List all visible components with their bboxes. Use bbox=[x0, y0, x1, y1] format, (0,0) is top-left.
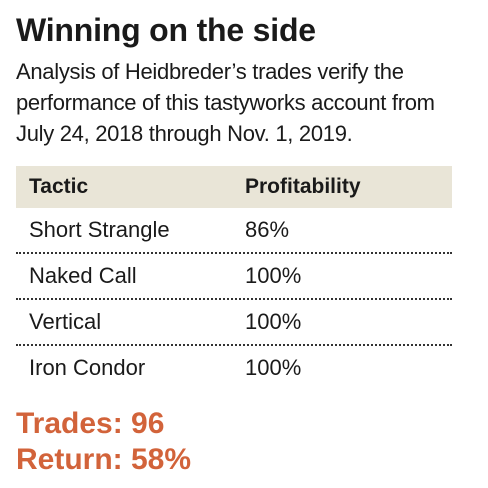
return-stat: Return: 58% bbox=[16, 443, 192, 476]
tactic-cell: Naked Call bbox=[29, 263, 137, 288]
header-profitability: Profitability bbox=[245, 175, 361, 198]
table-row: Short Strangle 86% bbox=[16, 208, 452, 254]
tactic-cell: Vertical bbox=[29, 309, 102, 334]
table-row: Iron Condor 100% bbox=[16, 346, 452, 390]
profitability-cell: 100% bbox=[245, 355, 302, 380]
trades-stat: Trades: 96 bbox=[16, 407, 165, 440]
tactic-cell: Short Strangle bbox=[29, 217, 170, 242]
profitability-cell: 100% bbox=[245, 309, 302, 334]
summary-stats: Trades: 96 Return: 58% bbox=[16, 406, 472, 478]
header-tactic: Tactic bbox=[29, 175, 89, 198]
table-header: Tactic Profitability bbox=[16, 166, 452, 208]
tactics-table: Tactic Profitability Short Strangle 86% … bbox=[16, 166, 452, 390]
page-title: Winning on the side bbox=[16, 12, 316, 48]
tactic-cell: Iron Condor bbox=[29, 355, 146, 380]
table-row: Naked Call 100% bbox=[16, 254, 452, 300]
table-row: Vertical 100% bbox=[16, 300, 452, 346]
profitability-cell: 86% bbox=[245, 217, 290, 242]
profitability-cell: 100% bbox=[245, 263, 302, 288]
subtitle: Analysis of Heidbreder’s trades verify t… bbox=[16, 59, 435, 146]
